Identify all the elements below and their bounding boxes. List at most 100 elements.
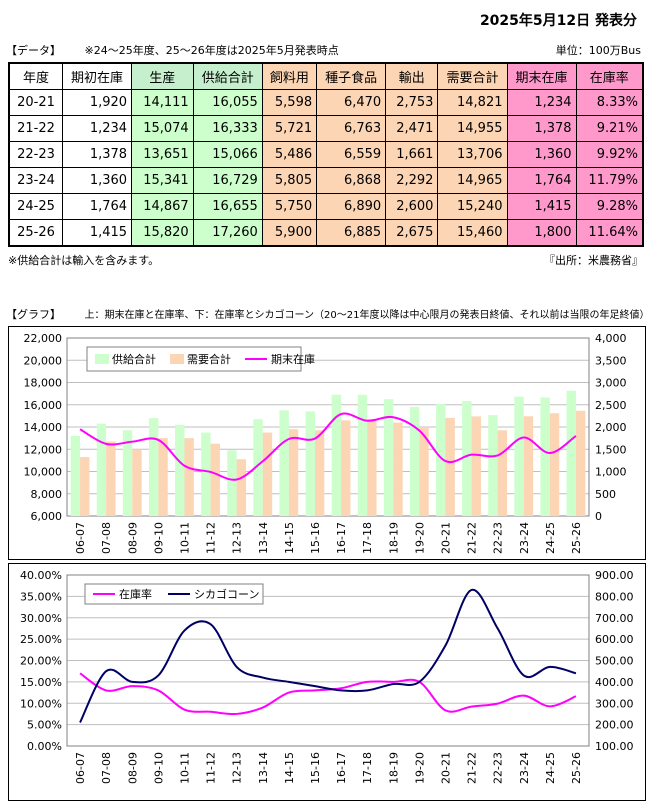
table-cell: 1,415 — [61, 219, 133, 247]
table-cell: 11.79% — [575, 167, 644, 194]
table-cell: 9.21% — [575, 115, 644, 142]
x-tick-label: 15-16 — [309, 752, 322, 784]
bar-supply — [436, 404, 446, 516]
legend-label: 供給合計 — [112, 352, 156, 366]
y-tick-label-left: 35.00% — [20, 590, 62, 603]
table-cell: 2,292 — [385, 167, 439, 194]
x-tick-label: 12-13 — [231, 752, 244, 784]
table-cell: 6,470 — [316, 89, 387, 116]
table-cell: 15,074 — [131, 115, 194, 142]
bar-demand — [549, 413, 560, 516]
y-tick-label-right: 2,500 — [595, 399, 627, 412]
x-tick-label: 19-20 — [413, 752, 426, 784]
legend-label: 需要合計 — [187, 352, 231, 366]
y-tick-label-right: 900.00 — [595, 569, 634, 582]
table-cell: 1,764 — [61, 193, 133, 220]
col-header-stock-ratio: 在庫率 — [575, 62, 644, 90]
x-tick-label: 13-14 — [257, 752, 270, 784]
bar-demand — [262, 432, 273, 516]
y-tick-label-left: 20,000 — [24, 354, 63, 367]
table-cell: 15,341 — [131, 167, 194, 194]
x-tick-label: 06-07 — [74, 752, 87, 784]
col-header-seed-food: 種子食品 — [316, 62, 387, 90]
y-tick-label-left: 10,000 — [24, 466, 63, 479]
table-row: 25-26 1,415 15,820 17,260 5,900 6,885 2,675 15,… — [8, 219, 644, 247]
supply-demand-stock-chart: 6,000 0 8,000 500 10,000 1,000 12,000 1,500 14,0… — [24, 332, 627, 554]
x-tick-label: 19-20 — [413, 522, 426, 554]
supply-footnote: ※供給合計は輸入を含みます。 — [8, 254, 160, 267]
y-tick-label-right: 500 — [595, 488, 616, 501]
x-tick-label: 09-10 — [152, 752, 165, 784]
table-cell: 1,378 — [61, 141, 133, 168]
x-tick-label: 08-09 — [126, 752, 139, 784]
bar-supply — [514, 396, 524, 516]
bar-demand — [288, 429, 299, 516]
x-tick-label: 25-26 — [570, 752, 583, 784]
unit-label: 単位：100万Bus — [555, 44, 641, 57]
bar-demand — [158, 438, 168, 516]
bar-demand — [497, 430, 508, 516]
graph-section-label: 【グラフ】 — [6, 308, 61, 321]
bar-demand — [106, 441, 116, 516]
bar-supply — [148, 418, 159, 516]
ratio-chicago-chart: 0.00% 100.00 5.00% 200.00 10.00% 300.00 15.00%… — [20, 569, 634, 784]
y-tick-label-left: 22,000 — [24, 332, 63, 345]
table-cell: 1,234 — [61, 115, 133, 142]
bar-demand — [419, 427, 429, 516]
bar-supply — [331, 394, 342, 516]
col-header-total-demand: 需要合計 — [437, 62, 508, 90]
y-tick-label-left: 18,000 — [24, 377, 63, 390]
legend-label: 期末在庫 — [271, 352, 315, 366]
table-footer: ※供給合計は輸入を含みます。 『出所：米農務省』 — [8, 252, 643, 268]
table-cell: 15,820 — [131, 219, 194, 247]
legend-label: シカゴコーン — [194, 587, 259, 601]
stock-chart-panel: 6,000 0 8,000 500 10,000 1,000 12,000 1,500 14,0… — [8, 326, 646, 560]
bar-demand — [367, 419, 377, 516]
x-tick-label: 17-18 — [361, 752, 374, 784]
y-tick-label-left: 30.00% — [20, 612, 62, 625]
x-tick-label: 24-25 — [544, 752, 557, 784]
table-cell: 1,360 — [61, 167, 133, 194]
ratio-chart-panel: 0.00% 100.00 5.00% 200.00 10.00% 300.00 15.00%… — [8, 563, 646, 801]
table-cell: 1,234 — [506, 89, 577, 116]
table-cell: 16,655 — [192, 193, 263, 220]
y-tick-label-right: 100.00 — [595, 740, 634, 753]
legend-swatch — [95, 354, 109, 364]
table-cell: 1,800 — [506, 219, 577, 247]
table-cell: 1,378 — [506, 115, 577, 142]
x-tick-label: 12-13 — [231, 522, 244, 554]
table-cell: 15,066 — [192, 141, 263, 168]
x-tick-label: 15-16 — [309, 522, 322, 554]
table-cell: 2,675 — [385, 219, 439, 247]
table-row: 20-21 1,920 14,111 16,055 5,598 6,470 2,753 14,… — [8, 89, 644, 116]
bar-supply — [488, 415, 498, 516]
table-cell: 16,333 — [192, 115, 263, 142]
x-tick-label: 11-12 — [205, 752, 218, 784]
table-cell: 5,721 — [261, 115, 318, 142]
graph-label-row: 【グラフ】 上：期末在庫と在庫率、下：在庫率とシカゴコーン（20～21年度以降は… — [6, 306, 649, 322]
table-cell: 22-23 — [8, 141, 63, 168]
table-cell: 6,763 — [316, 115, 387, 142]
y-tick-label-right: 800.00 — [595, 590, 634, 603]
x-tick-label: 25-26 — [570, 522, 583, 554]
x-tick-label: 16-17 — [335, 522, 348, 554]
x-tick-label: 07-08 — [100, 522, 113, 554]
bar-demand — [132, 449, 142, 516]
bar-supply — [175, 424, 185, 516]
table-cell: 6,559 — [316, 141, 387, 168]
table-cell: 15,240 — [437, 193, 508, 220]
bar-supply — [279, 410, 289, 516]
bar-demand — [341, 420, 351, 516]
y-tick-label-right: 3,500 — [595, 354, 627, 367]
col-header-production: 生産 — [131, 62, 194, 90]
y-tick-label-right: 3,000 — [595, 377, 627, 390]
bar-supply — [122, 430, 133, 516]
supply-demand-table: 年度 期初在庫 生産 供給合計 飼料用 種子食品 輸出 需要合計 期末在庫 在庫… — [8, 62, 644, 247]
x-tick-label: 20-21 — [439, 522, 452, 554]
bar-demand — [393, 422, 403, 516]
bar-supply — [70, 435, 81, 516]
table-cell: 11.64% — [575, 219, 644, 247]
y-tick-label-right: 0 — [595, 510, 602, 523]
table-row: 21-22 1,234 15,074 16,333 5,721 6,763 2,471 14,… — [8, 115, 644, 142]
y-tick-label-right: 4,000 — [595, 332, 627, 345]
